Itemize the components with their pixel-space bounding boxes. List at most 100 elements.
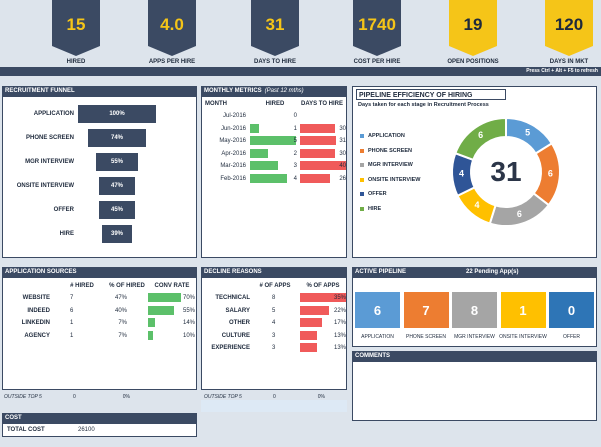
source-pct: 40% <box>114 307 127 314</box>
col-header: # OF APPS <box>259 283 291 289</box>
days-bar <box>300 136 336 145</box>
cost-value: 26100 <box>78 427 95 433</box>
kpi-banner <box>353 0 401 56</box>
funnel-label: 100% <box>109 111 125 117</box>
cost-panel-header: COST <box>2 413 197 424</box>
legend-swatch <box>360 148 364 153</box>
days-value: 30 <box>339 125 346 132</box>
kpi-label: APPS PER HIRE <box>148 59 196 65</box>
month: Feb-2016 <box>220 175 246 182</box>
conv-label: 10% <box>182 332 195 339</box>
kpi-shape <box>148 0 196 56</box>
declines-panel <box>201 267 347 390</box>
days-bar <box>300 173 330 183</box>
decline-apps: 3 <box>272 332 276 339</box>
funnel-stage: MGR INTERVIEW <box>25 159 74 165</box>
legend-label: APPLICATION <box>368 133 405 139</box>
monthly-panel <box>201 86 347 258</box>
kpi-value: 120 <box>554 15 584 34</box>
funnel-stage: HIRE <box>59 231 74 237</box>
decline-name: OTHER <box>229 320 250 326</box>
decline-pct: 17% <box>333 320 346 326</box>
sources-panel <box>2 267 197 390</box>
source-name: WEBSITE <box>22 295 50 301</box>
decline-apps: 8 <box>272 295 276 301</box>
source-name: INDEED <box>27 307 50 314</box>
col-header: # HIRED <box>70 283 94 289</box>
panel-title: DECLINE REASONS <box>204 269 262 275</box>
legend-label: PHONE SCREEN <box>368 147 413 154</box>
stage-box <box>549 292 594 328</box>
panel-title: APPLICATION SOURCES <box>5 269 77 275</box>
stage-value: 6 <box>373 303 382 318</box>
outside-hired: 0 <box>73 394 76 400</box>
month: Jul-2016 <box>222 113 246 119</box>
kpi-value: 15 <box>66 15 86 34</box>
refresh-hint: Press Ctrl + Alt + F5 to refresh <box>526 68 598 74</box>
kpi-banner <box>52 0 100 56</box>
month: Mar-2016 <box>220 163 246 169</box>
funnel-bar <box>98 177 136 195</box>
legend-label: OFFER <box>368 191 387 197</box>
outside-pct: 0% <box>317 394 325 400</box>
col-header: DAYS TO HIRE <box>300 101 343 107</box>
stage-box <box>452 292 497 328</box>
kpi-label: OPEN POSITIONS <box>447 59 499 65</box>
col-header: % OF APPS <box>306 283 340 289</box>
days-bar <box>300 123 335 133</box>
col-header: % OF HIRED <box>109 283 145 289</box>
days-bar <box>300 148 335 158</box>
decline-pct: 13% <box>333 345 346 351</box>
legend-label: MGR INTERVIEW <box>368 162 413 168</box>
decline-pct: 22% <box>333 307 346 314</box>
conv-label: 70% <box>182 295 195 301</box>
kpi-shape <box>449 0 497 56</box>
kpi-label: DAYS TO HIRE <box>253 59 296 65</box>
days-bar <box>300 161 346 170</box>
decline-bar <box>300 305 329 315</box>
refresh-bar <box>0 67 601 76</box>
month: May-2016 <box>219 138 246 144</box>
decline-bar <box>300 330 317 340</box>
panel-subtitle: (Past 12 mths) <box>264 88 304 94</box>
efficiency-title: PIPELINE EFFICIENCY OF HIRING <box>359 92 473 99</box>
funnel-panel-header: RECRUITMENT FUNNEL <box>2 86 197 97</box>
outside-label: OUTSIDE TOP 5 <box>204 394 242 400</box>
kpi-value: 1740 <box>358 15 396 34</box>
kpi-banner <box>251 0 299 56</box>
outside-apps: 0 <box>273 394 276 400</box>
funnel-bar <box>78 105 156 123</box>
efficiency-subtitle: Days taken for each stage in Recruitment… <box>358 102 489 108</box>
source-hired: 1 <box>70 320 74 326</box>
kpi-shape <box>545 0 593 56</box>
legend-label: HIRE <box>368 205 382 212</box>
stage-name: PHONE SCREEN <box>405 334 446 340</box>
stage-name: MGR INTERVIEW <box>454 334 495 340</box>
stage-value: 8 <box>470 303 479 318</box>
hired-bar <box>250 161 278 170</box>
funnel-label: 74% <box>110 135 123 141</box>
stage-value: 0 <box>567 303 576 318</box>
stage-box <box>403 292 449 328</box>
kpi-value: 19 <box>463 15 483 34</box>
hired-value: 0 <box>293 113 297 119</box>
source-name: LINKEDIN <box>21 320 50 326</box>
decline-name: CULTURE <box>221 332 250 339</box>
conv-bar <box>148 318 155 327</box>
donut-total: 31 <box>490 156 522 187</box>
funnel-label: 55% <box>110 159 123 165</box>
days-value: 31 <box>339 138 346 144</box>
efficiency-header <box>356 89 506 100</box>
conv-bar <box>148 293 181 302</box>
stage-value: 1 <box>519 303 527 318</box>
kpi-banner <box>545 0 593 56</box>
declines-footer <box>201 400 347 412</box>
funnel-bar <box>88 129 146 147</box>
funnel-stage: OFFER <box>53 207 74 213</box>
source-pct: 47% <box>114 295 127 301</box>
legend-label: ONSITE INTERVIEW <box>368 176 421 183</box>
panel-title: COST <box>5 415 22 421</box>
decline-bar <box>300 293 346 302</box>
panel-title: COMMENTS <box>355 353 390 359</box>
